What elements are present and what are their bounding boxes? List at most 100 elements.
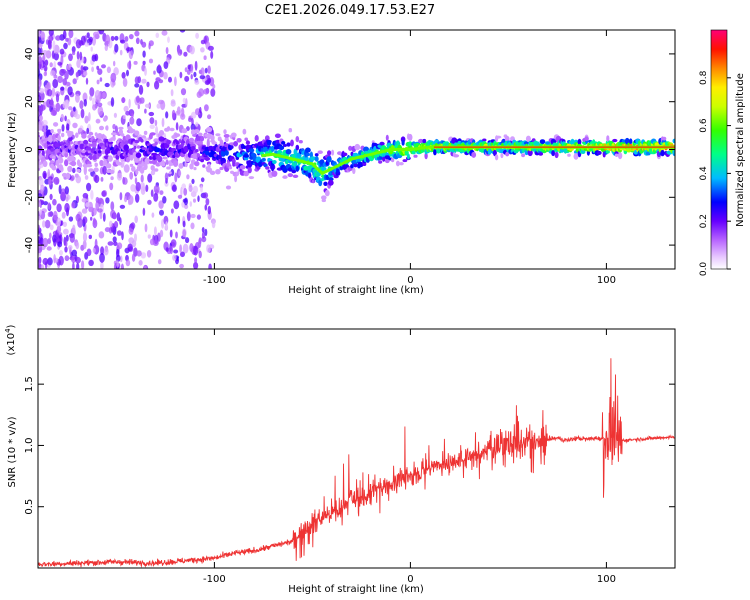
spectrogram-cell: [97, 150, 102, 154]
spectrogram-speckle: [38, 193, 43, 198]
spectrogram-cell: [45, 149, 52, 155]
spectrogram-speckle: [211, 220, 216, 229]
spectrogram-speckle: [175, 122, 179, 131]
spectrogram-cell: [141, 146, 147, 151]
spectrogram-speckle: [196, 214, 201, 220]
spectrogram-cell: [233, 141, 239, 147]
spectrogram-speckle: [56, 217, 61, 227]
spectrogram-cell: [225, 185, 232, 190]
spectrogram-speckle: [97, 102, 103, 108]
spectrogram-cell: [118, 126, 124, 130]
spectrogram-speckle: [205, 198, 210, 206]
spectrogram-speckle: [49, 62, 53, 68]
spectrogram-cell: [521, 153, 526, 158]
spectrogram-cell: [109, 169, 115, 174]
spectrogram-speckle: [158, 200, 164, 209]
spectrogram-speckle: [58, 184, 62, 195]
spectrogram-speckle: [190, 74, 193, 80]
spectrogram-cell: [584, 136, 589, 141]
spectrogram-speckle: [75, 213, 81, 222]
spectrogram-speckle: [101, 92, 106, 99]
spectrogram-speckle: [190, 222, 195, 230]
spectrogram-speckle: [134, 76, 140, 84]
spectrogram-cell: [55, 159, 60, 166]
spectrogram-speckle: [88, 234, 93, 240]
spectrogram-cell: [407, 133, 413, 141]
spectrogram-speckle: [139, 97, 145, 104]
spectrogram-speckle: [96, 79, 100, 85]
spectrogram-speckle: [103, 247, 109, 256]
spectrogram-speckle: [63, 228, 69, 235]
spectrogram-speckle: [116, 172, 123, 181]
spectrogram-cell: [358, 161, 364, 168]
spectrogram-speckle: [186, 69, 191, 75]
spectrogram-speckle: [193, 262, 199, 269]
spectrogram-speckle: [138, 84, 144, 95]
spectrogram-speckle: [68, 30, 74, 39]
spectrogram-cell: [327, 150, 332, 156]
spectrogram-speckle: [136, 118, 142, 127]
spectrogram-speckle: [59, 250, 63, 256]
spectrogram-speckle: [82, 208, 86, 214]
spectrogram-cell: [283, 144, 287, 147]
spectrogram-speckle: [184, 204, 189, 210]
spectrogram-speckle: [134, 215, 138, 224]
spectrogram-cell: [230, 145, 234, 149]
spectrogram-xlabel: Height of straight line (km): [288, 285, 424, 296]
spectrogram-speckle: [143, 265, 147, 269]
spectrogram-speckle: [200, 67, 205, 76]
spectrogram-speckle: [170, 89, 174, 97]
spectrogram-cell: [141, 135, 146, 139]
spectrogram-cell: [209, 170, 216, 175]
spectrogram-speckle: [134, 177, 138, 185]
spectrogram-cell: [482, 138, 487, 142]
spectrogram-cell: [65, 172, 71, 180]
spectrogram-speckle: [123, 105, 129, 112]
spectrogram-speckle: [57, 241, 63, 248]
spectrogram-speckle: [97, 208, 103, 213]
spectrogram-cell: [78, 127, 83, 132]
spectrogram-speckle: [52, 198, 57, 206]
spectrogram-speckle: [182, 243, 189, 254]
spectrogram-speckle: [116, 212, 121, 222]
spectrogram-cell: [527, 149, 533, 157]
spectrogram-speckle: [128, 227, 134, 235]
spectrogram-speckle: [135, 181, 141, 192]
spectrogram-cell: [321, 195, 327, 200]
spectrogram-speckle: [70, 175, 75, 181]
spectrogram-speckle: [82, 66, 89, 71]
spectrogram-speckle: [72, 262, 75, 269]
spectrogram-cell: [81, 150, 87, 154]
spectrogram-speckle: [112, 212, 117, 220]
spectrogram-speckle: [84, 175, 89, 180]
spectrogram-cell: [88, 168, 94, 173]
spectrogram-cell: [538, 152, 544, 156]
spectrogram-speckle: [184, 75, 190, 82]
spectrogram-speckle: [76, 51, 80, 60]
spectrogram-cell: [567, 153, 571, 157]
spectrogram-speckle: [157, 259, 162, 265]
spectrogram-cell: [295, 136, 300, 143]
spectrogram-speckle: [180, 113, 186, 120]
spectrogram-cell: [326, 156, 332, 163]
spectrogram-speckle: [182, 229, 187, 238]
spectrogram-cell: [286, 142, 291, 147]
spectrogram-speckle: [191, 118, 194, 126]
spectrogram-cell: [166, 166, 171, 170]
spectrogram-speckle: [80, 35, 86, 46]
spectrogram-speckle: [57, 61, 62, 66]
spectrogram-cell: [629, 138, 633, 145]
spectrogram-speckle: [76, 262, 80, 269]
spectrogram-speckle: [46, 99, 52, 108]
spectrogram-speckle: [195, 108, 201, 116]
spectrogram-speckle: [92, 217, 96, 225]
spectrogram-speckle: [42, 237, 49, 248]
spectrogram-cell: [248, 148, 255, 153]
spectrogram-speckle: [64, 84, 68, 92]
spectrogram-cell: [271, 165, 275, 172]
spectrogram-speckle: [90, 189, 94, 200]
spectrogram-speckle: [128, 98, 131, 109]
spectrogram-cell: [175, 140, 180, 145]
spectrogram-speckle: [180, 88, 187, 96]
spectrogram-cell: [621, 139, 626, 143]
